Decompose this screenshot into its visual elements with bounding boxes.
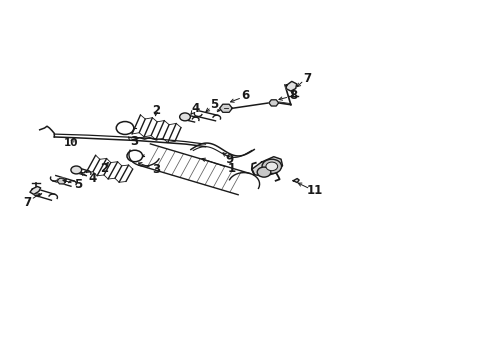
Text: 2: 2 — [151, 104, 160, 117]
Text: 1: 1 — [227, 162, 235, 175]
Text: 4: 4 — [191, 102, 200, 115]
Polygon shape — [251, 157, 282, 176]
Text: 7: 7 — [302, 72, 310, 85]
Text: 11: 11 — [306, 184, 323, 197]
Text: 9: 9 — [225, 153, 234, 166]
Circle shape — [265, 162, 277, 171]
Text: 3: 3 — [130, 135, 138, 148]
Text: 8: 8 — [288, 89, 297, 102]
Text: 2: 2 — [101, 162, 108, 175]
Polygon shape — [30, 186, 41, 194]
Polygon shape — [293, 179, 299, 183]
Circle shape — [71, 166, 81, 174]
Circle shape — [257, 167, 270, 177]
Polygon shape — [57, 178, 66, 184]
Circle shape — [262, 159, 281, 174]
Text: 7: 7 — [23, 196, 32, 209]
Polygon shape — [219, 104, 232, 112]
Polygon shape — [285, 81, 296, 91]
Text: 5: 5 — [210, 98, 218, 111]
Text: 4: 4 — [88, 172, 96, 185]
Text: 5: 5 — [74, 178, 81, 191]
Polygon shape — [268, 100, 278, 106]
Text: 6: 6 — [241, 89, 249, 102]
Text: 3: 3 — [152, 163, 161, 176]
Text: 10: 10 — [64, 138, 79, 148]
Circle shape — [179, 113, 190, 121]
